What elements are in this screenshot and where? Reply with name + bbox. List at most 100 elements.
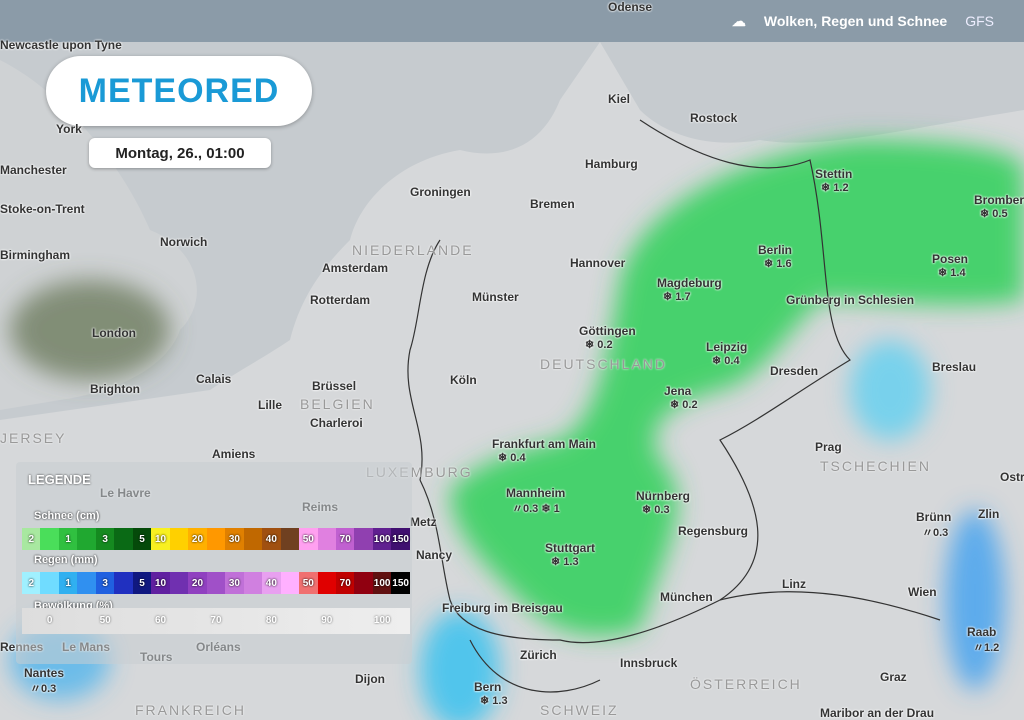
- city-label: Odense: [608, 0, 653, 14]
- precip-value: 〃0.3: [922, 527, 949, 539]
- snow-scale-step: [317, 528, 336, 550]
- city-forecast[interactable]: Nantes 〃0.3: [24, 666, 64, 696]
- city-forecast[interactable]: Raab 〃1.2: [967, 625, 999, 655]
- city-name: Raab: [967, 625, 997, 639]
- city-label: Wien: [908, 585, 937, 599]
- snow-scale-step: 50: [299, 528, 318, 550]
- rain-scale-step: [317, 572, 336, 594]
- city-label: London: [92, 326, 136, 340]
- precip-value: 〃1.2: [973, 642, 1000, 654]
- city-label: Hannover: [570, 256, 626, 270]
- city-name: Stuttgart: [545, 541, 595, 555]
- snow-scale-step: 30: [225, 528, 244, 550]
- clouds-scale-tick: 80: [265, 615, 277, 626]
- city-label: Graz: [880, 670, 907, 684]
- precip-value: ❄ 1.4: [938, 267, 966, 279]
- rain-scale-step: [77, 572, 96, 594]
- city-label: Dresden: [770, 364, 819, 378]
- city-label: Köln: [450, 373, 477, 387]
- rain-scale-step: 20: [188, 572, 207, 594]
- snow-scale-step: 10: [151, 528, 170, 550]
- rain-scale-step: 30: [225, 572, 244, 594]
- rain-scale-step: 150: [391, 572, 410, 594]
- clouds-scale: 0 50 60 70 80 90 100: [22, 608, 410, 634]
- cloud-rain-icon: ☁: [731, 12, 746, 29]
- precip-value: ❄ 0.5: [980, 208, 1008, 220]
- city-label: Freiburg im Breisgau: [442, 601, 563, 615]
- precip-value: ❄ 1.7: [663, 291, 691, 303]
- snow-scale-step: [280, 528, 300, 550]
- snow-scale: 2 1 3 5 10 20 30 40 50 70 100 150: [22, 528, 410, 550]
- city-label: Kiel: [608, 92, 631, 106]
- city-label: Regensburg: [678, 524, 749, 538]
- city-label: Norwich: [160, 235, 208, 249]
- rain-scale-step: [114, 572, 133, 594]
- city-label: Zürich: [520, 648, 557, 662]
- rain-scale-step: 40: [262, 572, 281, 594]
- rain-scale-step: [243, 572, 263, 594]
- country-label: SCHWEIZ: [540, 702, 619, 718]
- forecast-time: Montag, 26., 01:00: [89, 138, 271, 168]
- clouds-scale-tick: 70: [210, 615, 222, 626]
- city-forecast[interactable]: Berlin ❄ 1.6: [758, 243, 792, 270]
- city-forecast[interactable]: Mannheim 〃0.3 ❄ 1: [506, 486, 565, 516]
- layer-title[interactable]: Wolken, Regen und Schnee: [763, 13, 948, 29]
- city-forecast[interactable]: Stuttgart ❄ 1.3: [545, 541, 595, 568]
- city-label: Manchester: [0, 163, 67, 177]
- snow-scale-step: 2: [22, 528, 41, 550]
- city-forecast[interactable]: Nürnberg ❄ 0.3: [636, 489, 690, 516]
- rain-scale: 2 1 3 5 10 20 30 40 50 70 100 150: [22, 572, 410, 594]
- city-label: Brighton: [90, 382, 140, 396]
- city-label: Newcastle upon Tyne: [0, 38, 122, 52]
- snow-scale-step: 1: [58, 528, 78, 550]
- snow-scale-step: 70: [335, 528, 355, 550]
- city-label: Ostrava: [1000, 470, 1024, 484]
- city-label: Münster: [472, 290, 519, 304]
- city-forecast[interactable]: Leipzig ❄ 0.4: [706, 340, 747, 367]
- precip-value: ❄ 0.2: [670, 399, 698, 411]
- city-forecast[interactable]: Magdeburg ❄ 1.7: [657, 276, 722, 303]
- city-label: München: [660, 590, 713, 604]
- city-forecast[interactable]: Brünn 〃0.3: [916, 510, 951, 540]
- rain-scale-step: [280, 572, 300, 594]
- city-forecast[interactable]: Göttingen ❄ 0.2: [579, 324, 636, 351]
- city-forecast[interactable]: Bern ❄ 1.3: [474, 680, 508, 707]
- city-name: Magdeburg: [657, 276, 722, 290]
- snow-scale-step: 5: [132, 528, 152, 550]
- snow-scale-step: [243, 528, 263, 550]
- country-label: DEUTSCHLAND: [540, 356, 668, 372]
- model-name[interactable]: GFS: [965, 13, 994, 29]
- city-name: Mannheim: [506, 486, 566, 500]
- city-label: Bremen: [530, 197, 575, 211]
- city-label: Grünberg in Schlesien: [786, 293, 915, 307]
- legend-panel: LEGENDE Schnee (cm) 2 1 3 5 10 20 30 40 50 70 100 1…: [16, 462, 412, 664]
- country-label: ÖSTERREICH: [690, 676, 802, 692]
- city-forecast[interactable]: Frankfurt am Main ❄ 0.4: [492, 437, 596, 464]
- rain-scale-step: [354, 572, 373, 594]
- city-name: Posen: [932, 252, 969, 266]
- snow-label: Schnee (cm): [34, 510, 100, 522]
- precip-value: 〃0.3 ❄ 1: [512, 503, 560, 515]
- clouds-scale-tick: 0: [46, 615, 53, 626]
- rain-scale-step: 2: [22, 572, 41, 594]
- city-label: Innsbruck: [620, 656, 678, 670]
- country-label: BELGIEN: [300, 396, 375, 412]
- snow-scale-step: 3: [95, 528, 115, 550]
- city-forecast[interactable]: Posen ❄ 1.4: [932, 252, 968, 279]
- city-forecast[interactable]: Bromberg❄ 0.5: [974, 193, 1024, 220]
- city-label: Stoke-on-Trent: [0, 202, 85, 216]
- rain-scale-step: [40, 572, 59, 594]
- clouds-scale-tick: 50: [99, 615, 111, 626]
- city-label: Breslau: [932, 360, 977, 374]
- city-name: Göttingen: [579, 324, 636, 338]
- country-label: JERSEY: [0, 430, 67, 446]
- country-label: TSCHECHIEN: [820, 458, 932, 474]
- city-name: Leipzig: [706, 340, 748, 354]
- meteored-logo[interactable]: METEORED: [46, 56, 312, 126]
- snow-scale-step: 40: [262, 528, 281, 550]
- city-label: Linz: [782, 577, 806, 591]
- city-forecast[interactable]: Jena ❄ 0.2: [664, 384, 698, 411]
- snow-scale-step: [169, 528, 189, 550]
- city-label: Amsterdam: [322, 261, 389, 275]
- city-forecast[interactable]: Stettin ❄ 1.2: [815, 167, 852, 194]
